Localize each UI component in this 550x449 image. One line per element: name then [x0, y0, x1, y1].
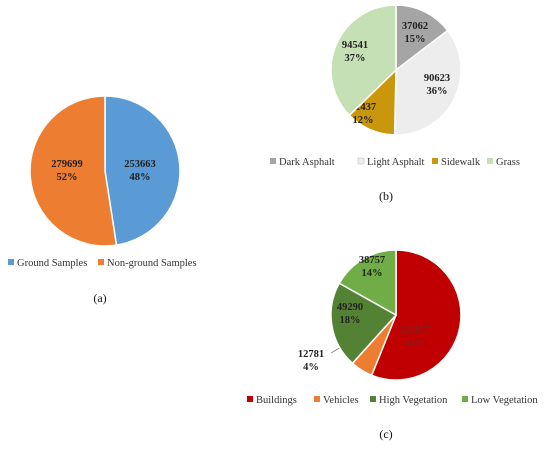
pie-chart-c: 128877 64% Buildings 12781 4% Vehicles 49290 18…: [247, 250, 538, 441]
data-label-value-buildings: 128877: [399, 325, 431, 336]
legend-label-vehicles: Vehicles: [323, 395, 359, 406]
data-label-percent-low-vegetation: 14%: [362, 268, 383, 279]
data-label-percent-non-ground-samples: 52%: [57, 172, 78, 183]
legend-swatch-grass: [487, 158, 493, 164]
data-label-value-vehicles: 12781: [298, 349, 324, 360]
data-label-value-ground-samples: 253663: [124, 159, 156, 170]
pie-chart-a: 253663 48% Ground Samples 279699 52% Non-grou…: [8, 96, 197, 305]
legend-label-non-ground-samples: Non-ground Samples: [107, 258, 197, 269]
data-label-percent-vehicles: 4%: [303, 362, 319, 373]
legend-label-dark-asphalt: Dark Asphalt: [279, 157, 335, 168]
legend-label-low-vegetation: Low Vegetation: [471, 395, 538, 406]
data-label-value-low-vegetation: 38757: [359, 255, 385, 266]
legend-label-buildings: Buildings: [256, 395, 297, 406]
data-label-percent-buildings: 64%: [405, 338, 426, 349]
data-label-value-non-ground-samples: 279699: [51, 159, 83, 170]
legend-label-ground-samples: Ground Samples: [17, 258, 87, 269]
data-label-value-grass: 94541: [342, 40, 368, 51]
legend-swatch-high-vegetation: [370, 396, 376, 402]
legend-label-sidewalk: Sidewalk: [441, 157, 481, 168]
legend-swatch-low-vegetation: [462, 396, 468, 402]
data-label-percent-ground-samples: 48%: [130, 172, 151, 183]
data-label-percent-high-vegetation: 18%: [340, 315, 361, 326]
legend-label-light-asphalt: Light Asphalt: [367, 157, 425, 168]
legend-swatch-sidewalk: [432, 158, 438, 164]
legend-swatch-buildings: [247, 396, 253, 402]
legend-swatch-ground-samples: [8, 259, 14, 265]
data-label-percent-sidewalk: 12%: [353, 115, 374, 126]
pie-slice-non-ground-samples: [30, 96, 116, 246]
subfigure-caption: (c): [379, 427, 392, 441]
subfigure-caption: (a): [93, 291, 106, 305]
data-label-value-dark-asphalt: 37062: [402, 21, 428, 32]
legend-swatch-non-ground-samples: [98, 259, 104, 265]
data-label-value-light-asphalt: 90623: [424, 73, 450, 84]
subfigure-caption: (b): [379, 189, 393, 203]
data-label-percent-light-asphalt: 36%: [427, 86, 448, 97]
legend-swatch-light-asphalt: [358, 158, 364, 164]
data-label-percent-grass: 37%: [345, 53, 366, 64]
legend-swatch-vehicles: [314, 396, 320, 402]
legend-label-grass: Grass: [496, 157, 520, 168]
pie-slice-ground-samples: [105, 96, 180, 245]
data-label-value-high-vegetation: 49290: [337, 302, 363, 313]
data-label-percent-dark-asphalt: 15%: [405, 34, 426, 45]
legend-swatch-dark-asphalt: [270, 158, 276, 164]
legend-label-high-vegetation: High Vegetation: [379, 395, 448, 406]
pie-chart-b: 37062 15% Dark Asphalt 90623 36% Light Asphal…: [270, 5, 520, 203]
